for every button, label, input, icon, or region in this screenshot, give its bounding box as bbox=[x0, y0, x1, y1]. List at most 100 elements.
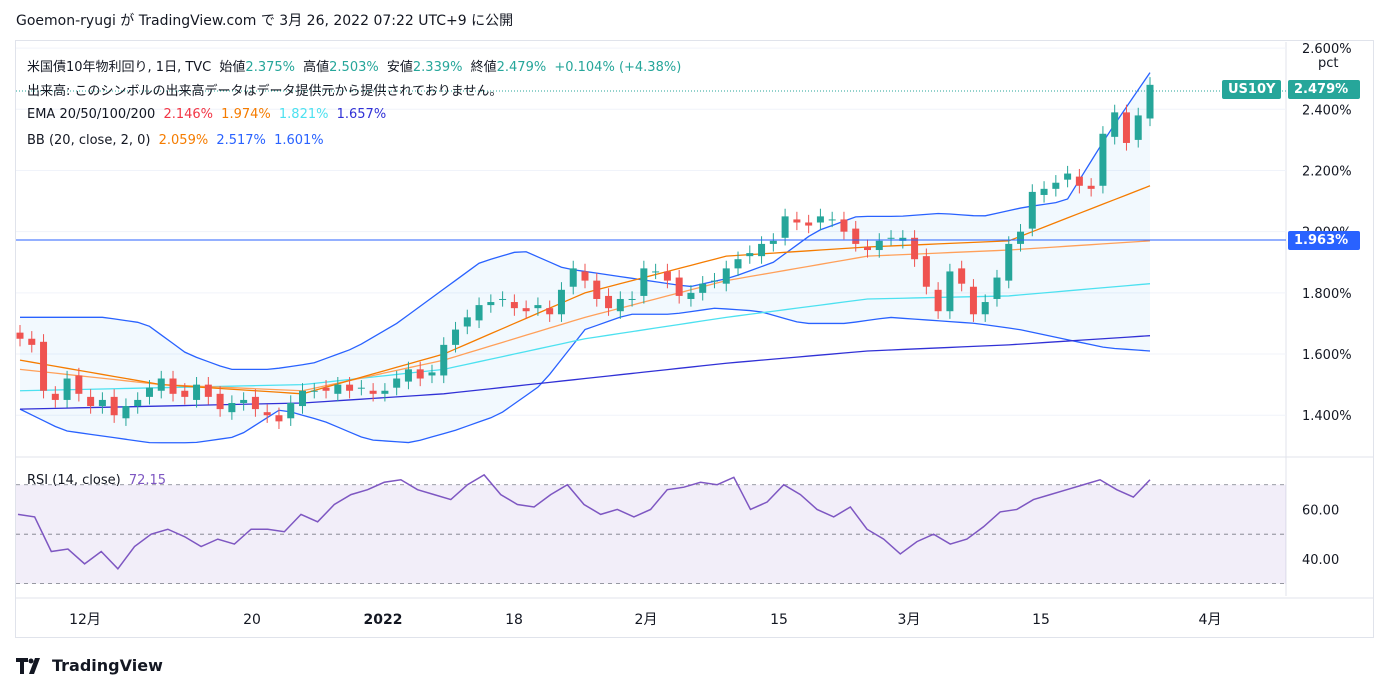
candle-body bbox=[981, 302, 989, 315]
price-tick-label: 2.400% bbox=[1302, 103, 1352, 118]
candle-body bbox=[734, 259, 742, 269]
tradingview-logo-icon bbox=[16, 657, 46, 674]
legend-ema50: 1.974% bbox=[221, 107, 271, 122]
candle-body bbox=[534, 305, 542, 309]
candle-body bbox=[946, 271, 954, 312]
chart-frame[interactable] bbox=[15, 40, 1374, 638]
candle-body bbox=[993, 277, 1001, 299]
legend-low-label: 安値 bbox=[386, 60, 413, 75]
candle-body bbox=[1075, 176, 1083, 186]
candle-body bbox=[793, 219, 801, 223]
rsi-line bbox=[17, 473, 1151, 570]
candle-body bbox=[934, 289, 942, 312]
candle-body bbox=[181, 390, 189, 397]
candle-body bbox=[1134, 115, 1142, 140]
candle-body bbox=[240, 399, 248, 403]
legend-rsi-row[interactable]: RSI (14, close) 72.15 bbox=[27, 473, 170, 488]
candle-body bbox=[840, 219, 848, 232]
candle-body bbox=[322, 387, 330, 391]
candle-body bbox=[1040, 188, 1048, 195]
time-axis-label: 18 bbox=[505, 612, 523, 628]
legend-high-label: 高値 bbox=[303, 60, 330, 75]
candle-body bbox=[122, 406, 130, 419]
candle-body bbox=[157, 378, 165, 391]
legend-volume-note: 出来高: このシンボルの出来高データはデータ提供元から提供されておりません。 bbox=[27, 84, 503, 99]
legend-close-label: 終値 bbox=[470, 60, 497, 75]
candle-body bbox=[887, 237, 895, 239]
legend-bb-basis: 2.059% bbox=[158, 133, 209, 148]
publish-header: Goemon-ryugi が TradingView.com で 3月 26, … bbox=[16, 13, 514, 29]
candle-body bbox=[1017, 231, 1025, 244]
candle-body bbox=[463, 317, 471, 327]
legend-symbol[interactable]: 米国債10年物利回り, 1日, TVC bbox=[27, 60, 212, 75]
candle-body bbox=[522, 308, 530, 312]
candle-body bbox=[487, 302, 495, 306]
last-price-tag: 2.479% bbox=[1288, 80, 1360, 99]
candle-body bbox=[758, 243, 766, 257]
candle-body bbox=[499, 298, 507, 300]
legend-bb-upper: 2.517% bbox=[216, 133, 266, 148]
legend-ema-row[interactable]: EMA 20/50/100/200 2.146% 1.974% 1.821% 1… bbox=[27, 107, 390, 122]
candle-body bbox=[16, 332, 24, 339]
candle-body bbox=[475, 305, 483, 321]
candle-body bbox=[263, 412, 271, 416]
candle-body bbox=[416, 369, 424, 379]
candle-body bbox=[864, 246, 871, 251]
legend-open-label: 始値 bbox=[219, 60, 246, 75]
candle-body bbox=[310, 390, 318, 392]
time-axis-label: 20 bbox=[243, 612, 261, 628]
legend-rsi-label: RSI (14, close) bbox=[27, 473, 121, 488]
candle-body bbox=[675, 277, 683, 296]
candle-body bbox=[87, 396, 95, 407]
candle-body bbox=[546, 308, 554, 315]
crosshair-price-tag: 1.963% bbox=[1288, 231, 1360, 250]
candle-body bbox=[769, 240, 777, 244]
candle-body bbox=[275, 415, 283, 422]
candle-body bbox=[816, 216, 824, 223]
legend-bb-lower: 1.601% bbox=[274, 133, 324, 148]
candle-body bbox=[828, 219, 836, 221]
candle-body bbox=[640, 268, 648, 296]
candle-body bbox=[145, 387, 153, 397]
candle-body bbox=[357, 387, 365, 389]
candle-body bbox=[299, 390, 306, 407]
rsi-tick-label: 60.00 bbox=[1302, 503, 1339, 518]
candle-body bbox=[110, 396, 118, 416]
candle-body bbox=[28, 338, 36, 345]
candle-body bbox=[228, 402, 236, 413]
price-tick-label: 1.800% bbox=[1302, 287, 1352, 302]
time-axis-label: 15 bbox=[770, 612, 788, 628]
legend-change: +0.104% (+4.38%) bbox=[554, 60, 682, 75]
tradingview-footer-logo[interactable]: TradingView bbox=[16, 656, 163, 675]
time-axis-label: 2月 bbox=[635, 612, 658, 628]
candle-body bbox=[899, 237, 907, 241]
candle-body bbox=[875, 240, 883, 251]
candle-body bbox=[381, 390, 389, 394]
candle-body bbox=[581, 271, 589, 281]
candle-body bbox=[593, 280, 601, 299]
legend-ohlc-row: 米国債10年物利回り, 1日, TVC 始値2.375% 高値2.503% 安値… bbox=[27, 56, 685, 75]
legend-bb-row[interactable]: BB (20, close, 2, 0) 2.059% 2.517% 1.601… bbox=[27, 133, 328, 148]
candle-body bbox=[204, 384, 212, 397]
symbol-tag[interactable]: US10Y bbox=[1222, 80, 1282, 99]
candle-body bbox=[699, 283, 707, 293]
candle-body bbox=[404, 369, 412, 382]
time-axis-label: 2022 bbox=[364, 612, 403, 628]
price-tick-label: 1.600% bbox=[1302, 348, 1352, 363]
legend-ema20: 2.146% bbox=[163, 107, 214, 122]
candle-body bbox=[616, 298, 624, 312]
time-axis-label: 4月 bbox=[1199, 612, 1222, 628]
footer-brand-text: TradingView bbox=[52, 656, 163, 675]
candle-body bbox=[346, 384, 354, 391]
candle-body bbox=[781, 216, 789, 238]
legend-close: 2.479% bbox=[496, 60, 547, 75]
candle-body bbox=[958, 268, 966, 284]
candle-body bbox=[1064, 173, 1072, 180]
price-axis-unit: pct bbox=[1318, 56, 1339, 71]
ema200-line bbox=[19, 335, 1151, 410]
candle-body bbox=[852, 228, 860, 244]
candle-body bbox=[251, 396, 259, 410]
legend-open: 2.375% bbox=[245, 60, 295, 75]
legend-ema100: 1.821% bbox=[278, 107, 329, 122]
